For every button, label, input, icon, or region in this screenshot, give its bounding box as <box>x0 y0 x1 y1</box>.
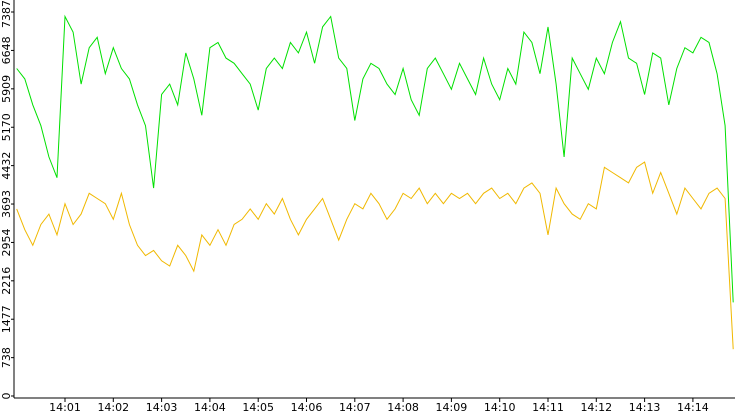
x-tick-label: 14:11 <box>532 401 564 414</box>
y-tick-label: 7387 <box>0 0 13 28</box>
x-tick-label: 14:02 <box>97 401 129 414</box>
x-tick-label: 14:12 <box>580 401 612 414</box>
y-tick-label: 1477 <box>0 305 13 333</box>
x-tick-label: 14:01 <box>49 401 81 414</box>
series-line <box>16 161 734 350</box>
series-line <box>16 14 734 303</box>
x-tick-label: 14:14 <box>677 401 709 414</box>
y-tick-label: 2954 <box>0 228 13 256</box>
x-tick-label: 14:08 <box>387 401 419 414</box>
y-tick-label: 5909 <box>0 75 13 103</box>
x-tick-label: 14:09 <box>436 401 468 414</box>
y-tick-label: 5170 <box>0 113 13 141</box>
x-tick-label: 14:06 <box>291 401 323 414</box>
x-tick-label: 14:13 <box>629 401 661 414</box>
y-tick-label: 6648 <box>0 36 13 64</box>
y-tick-label: 738 <box>0 347 13 368</box>
y-tick-label: 4432 <box>0 152 13 180</box>
y-tick-label: 3693 <box>0 190 13 218</box>
y-tick-label: 0 <box>0 393 13 400</box>
x-tick-label: 14:03 <box>146 401 178 414</box>
x-tick-label: 14:10 <box>484 401 516 414</box>
x-tick-label: 14:05 <box>242 401 274 414</box>
x-tick-label: 14:04 <box>194 401 226 414</box>
x-tick-label: 14:07 <box>339 401 371 414</box>
y-tick-label: 2216 <box>0 267 13 295</box>
